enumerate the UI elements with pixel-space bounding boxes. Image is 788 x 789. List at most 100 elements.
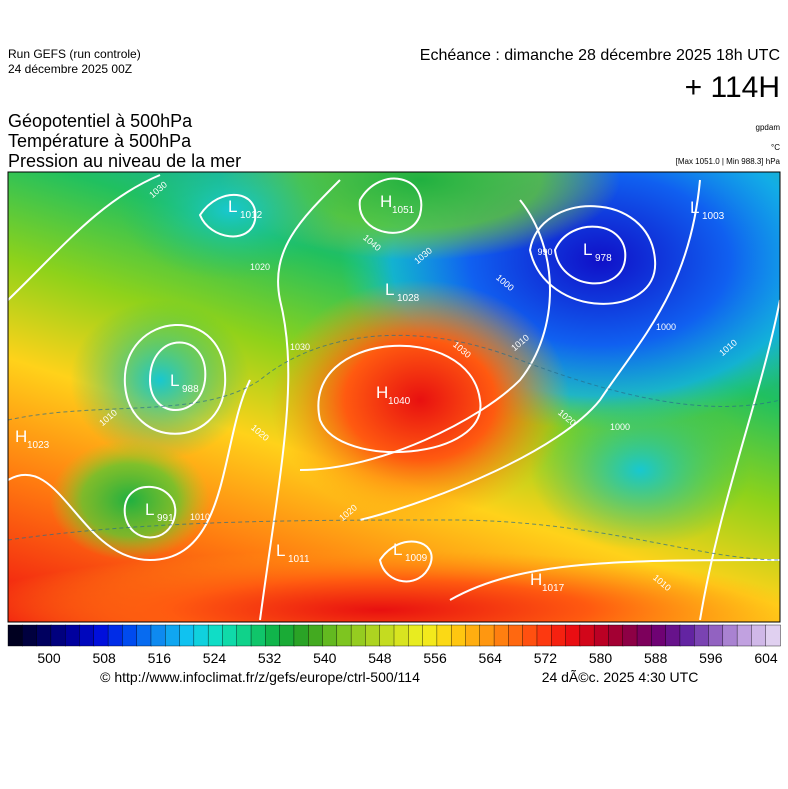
colorbar-swatch bbox=[279, 624, 295, 647]
center-value: 991 bbox=[157, 513, 174, 524]
colorbar-swatch bbox=[379, 624, 395, 647]
center-type: L bbox=[276, 541, 285, 560]
colorbar-swatch bbox=[193, 624, 209, 647]
isobar-label: 1000 bbox=[656, 322, 676, 332]
colorbar-swatch bbox=[722, 624, 738, 647]
colorbar-tick-label: 604 bbox=[754, 650, 778, 666]
map bbox=[8, 172, 780, 622]
title: Température à 500hPa bbox=[8, 131, 192, 151]
title: Géopotentiel à 500hPa bbox=[8, 111, 193, 131]
center-value: 1017 bbox=[542, 583, 565, 594]
run-date: 24 décembre 2025 00Z bbox=[8, 62, 132, 76]
colorbar-swatch bbox=[665, 624, 681, 647]
valid-time: Echéance : dimanche 28 décembre 2025 18h… bbox=[420, 47, 780, 64]
center-type: H bbox=[380, 192, 392, 211]
colorbar-tick-label: 564 bbox=[479, 650, 503, 666]
center-type: L bbox=[170, 371, 179, 390]
center-type: L bbox=[583, 240, 592, 259]
colorbar-tick-label: 516 bbox=[148, 650, 172, 666]
colorbar-swatch bbox=[393, 624, 409, 647]
colorbar-swatch bbox=[136, 624, 152, 647]
colorbar-swatch bbox=[207, 624, 224, 647]
colorbar-swatch bbox=[422, 624, 438, 647]
colorbar-swatch bbox=[150, 624, 166, 647]
source-url: © http://www.infoclimat.fr/z/gefs/europe… bbox=[100, 669, 420, 685]
colorbar-swatch bbox=[322, 624, 338, 647]
colorbar-swatch bbox=[436, 624, 452, 647]
colorbar-tick-label: 548 bbox=[368, 650, 392, 666]
colorbar-swatch bbox=[107, 624, 124, 647]
colorbar-swatch bbox=[93, 624, 109, 647]
colorbar-swatch bbox=[636, 624, 653, 647]
colorbar-swatch bbox=[694, 624, 710, 647]
colorbar-swatch bbox=[222, 624, 238, 647]
center-type: H bbox=[15, 427, 27, 446]
run-label: Run GEFS (run controle) bbox=[8, 47, 141, 61]
isobar-label: 1010 bbox=[190, 512, 210, 522]
center-value: 1051 bbox=[392, 205, 415, 216]
isobar-label: 990 bbox=[537, 247, 552, 257]
center-value: 1009 bbox=[405, 553, 428, 564]
colorbar-tick-label: 508 bbox=[92, 650, 116, 666]
colorbar-swatch bbox=[179, 624, 195, 647]
colorbar-swatch bbox=[79, 624, 95, 647]
colorbar-swatch bbox=[293, 624, 309, 647]
colorbar-swatch bbox=[551, 624, 567, 647]
colorbar-swatch bbox=[479, 624, 495, 647]
unit: [Max 1051.0 | Min 988.3] hPa bbox=[676, 157, 781, 166]
center-value: 1023 bbox=[27, 440, 50, 451]
colorbar-swatch bbox=[250, 624, 267, 647]
center-value: 1040 bbox=[388, 396, 411, 407]
colorbar-swatch bbox=[64, 624, 81, 647]
isobar-label: 1030 bbox=[290, 342, 310, 352]
colorbar-swatch bbox=[622, 624, 638, 647]
center-type: H bbox=[376, 383, 388, 402]
colorbar-swatch bbox=[522, 624, 538, 647]
isobar-label: 1020 bbox=[250, 262, 270, 272]
colorbar-swatch bbox=[493, 624, 510, 647]
colorbar-tick-label: 524 bbox=[203, 650, 227, 666]
colorbar-swatch bbox=[236, 624, 252, 647]
colorbar-swatch bbox=[508, 624, 524, 647]
colorbar-swatch bbox=[565, 624, 581, 647]
colorbar-swatch bbox=[465, 624, 481, 647]
colorbar-tick-label: 556 bbox=[423, 650, 447, 666]
map-frame bbox=[7, 171, 781, 623]
center-value: 1003 bbox=[702, 211, 725, 222]
colorbar-swatch bbox=[651, 624, 667, 647]
colorbar-swatch bbox=[593, 624, 610, 647]
center-type: L bbox=[393, 540, 402, 559]
center-value: 978 bbox=[595, 253, 612, 264]
center-value: 1012 bbox=[240, 210, 263, 221]
center-type: L bbox=[228, 197, 237, 216]
colorbar: 500 508 516 524 532 540 548 556 564 572 580 588 596 6… bbox=[7, 624, 781, 666]
colorbar-swatch bbox=[22, 624, 38, 647]
colorbar-swatch bbox=[336, 624, 352, 647]
colorbar-swatch bbox=[265, 624, 281, 647]
isobar-label: 1000 bbox=[610, 422, 630, 432]
colorbar-swatch bbox=[308, 624, 324, 647]
center-type: L bbox=[145, 500, 154, 519]
colorbar-swatch bbox=[765, 624, 781, 647]
center-type: H bbox=[530, 570, 542, 589]
colorbar-swatch bbox=[450, 624, 467, 647]
center-value: 1028 bbox=[397, 293, 420, 304]
title: Pression au niveau de la mer bbox=[8, 151, 241, 171]
colorbar-swatch bbox=[7, 624, 23, 647]
colorbar-swatch bbox=[365, 624, 381, 647]
colorbar-swatch bbox=[408, 624, 424, 647]
colorbar-swatch bbox=[50, 624, 66, 647]
colorbar-swatch bbox=[736, 624, 753, 647]
colorbar-swatch bbox=[708, 624, 724, 647]
colorbar-swatch bbox=[350, 624, 367, 647]
colorbar-tick-label: 588 bbox=[644, 650, 668, 666]
generated-date: 24 dÃ©c. 2025 4:30 UTC bbox=[542, 669, 699, 685]
colorbar-tick-label: 596 bbox=[699, 650, 723, 666]
unit: °C bbox=[771, 143, 780, 152]
lead-time: + 114H bbox=[685, 71, 780, 104]
colorbar-tick-label: 540 bbox=[313, 650, 337, 666]
center-value: 988 bbox=[182, 384, 199, 395]
colorbar-swatch bbox=[579, 624, 595, 647]
